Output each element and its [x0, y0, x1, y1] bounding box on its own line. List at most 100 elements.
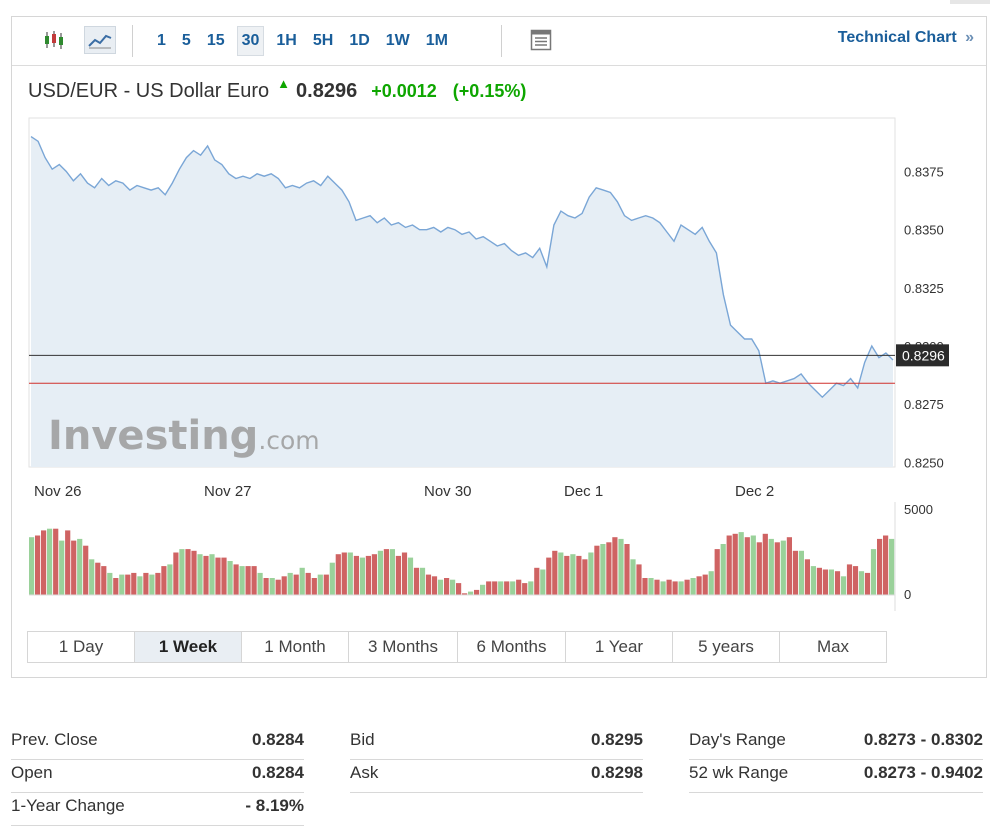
stat-value: 0.8273 - 0.9402 — [863, 763, 983, 782]
volume-bar — [612, 537, 618, 595]
current-price-label: 0.8296 — [902, 347, 945, 363]
volume-bar — [281, 576, 287, 595]
volume-bar — [407, 557, 414, 595]
range-tab-1-week[interactable]: 1 Week — [135, 632, 242, 662]
volume-bar — [528, 581, 534, 595]
volume-bar — [329, 562, 335, 595]
volume-bar — [804, 559, 810, 595]
corner-tab — [950, 0, 990, 4]
double-chevron-right-icon: » — [965, 29, 974, 46]
volume-bar — [89, 559, 95, 595]
range-tab-max[interactable]: Max — [816, 637, 850, 656]
volume-tick-label: 0 — [904, 587, 911, 602]
volume-bar — [576, 555, 582, 595]
volume-bar — [353, 555, 359, 595]
interval-30[interactable]: 30 — [236, 26, 265, 56]
line-chart-icon[interactable] — [84, 26, 116, 54]
volume-bar — [35, 535, 41, 595]
interval-15[interactable]: 15 — [206, 32, 225, 49]
quote-header: USD/EUR - US Dollar Euro ▲ 0.8296 +0.001… — [28, 76, 527, 106]
volume-bar — [401, 552, 408, 595]
stat-value: 0.8295 — [591, 730, 643, 749]
volume-bar — [720, 544, 726, 595]
volume-bar — [696, 576, 702, 595]
interval-1d[interactable]: 1D — [349, 32, 370, 49]
volume-bar — [684, 579, 690, 595]
volume-bar — [71, 540, 77, 595]
volume-bar — [498, 581, 504, 595]
y-tick-label: 0.8275 — [904, 397, 944, 412]
volume-bar — [311, 578, 317, 595]
price-change-percent: (+0.15%) — [452, 81, 527, 101]
x-tick-label: Nov 26 — [34, 483, 82, 500]
interval-1w[interactable]: 1W — [385, 32, 410, 49]
volume-bar — [816, 567, 822, 595]
interval-1h[interactable]: 1H — [276, 32, 297, 49]
stat-label: 1-Year Change — [11, 796, 125, 815]
interval-5h[interactable]: 5H — [312, 32, 334, 49]
volume-bar — [137, 576, 143, 595]
volume-bar — [437, 579, 444, 595]
volume-bar — [161, 566, 167, 595]
volume-bar — [480, 584, 486, 595]
x-tick-label: Nov 27 — [204, 483, 252, 500]
volume-bar — [702, 574, 708, 595]
volume-bar — [564, 555, 570, 595]
interval-1m[interactable]: 1M — [425, 32, 448, 49]
chart-settings-icon[interactable] — [526, 26, 556, 54]
volume-bar — [131, 572, 137, 595]
chart-widget: 1 5 15 30 1H 5H 1D 1W 1M Technical Chart… — [11, 16, 987, 678]
volume-bar — [738, 532, 744, 595]
volume-bar — [197, 554, 203, 595]
volume-bar — [125, 574, 131, 595]
range-tab-1-month[interactable]: 1 Month — [242, 632, 349, 662]
range-tab-1-year[interactable]: 1 Year — [566, 632, 673, 662]
interval-1[interactable]: 1 — [157, 32, 166, 49]
technical-chart-link[interactable]: Technical Chart » — [838, 29, 974, 47]
volume-tick-label: 5000 — [904, 502, 933, 517]
volume-bar — [305, 572, 311, 595]
volume-bar — [263, 578, 269, 595]
volume-bar — [419, 567, 426, 595]
volume-bar — [323, 574, 329, 595]
volume-bar — [642, 578, 648, 595]
stat-label: Ask — [350, 763, 379, 782]
volume-bar — [732, 533, 738, 595]
range-tab-1-day[interactable]: 1 Day — [28, 632, 135, 662]
volume-bar — [101, 566, 107, 595]
volume-bar — [678, 581, 684, 595]
volume-bar — [889, 538, 895, 595]
range-tab-3-months[interactable]: 3 Months — [349, 632, 458, 662]
volume-bar — [798, 550, 804, 595]
interval-5[interactable]: 5 — [181, 32, 191, 49]
volume-bar — [654, 579, 660, 595]
volume-bar — [269, 578, 275, 595]
price-line — [30, 136, 894, 399]
y-tick-label: 0.8375 — [904, 165, 944, 180]
volume-bar — [762, 533, 768, 595]
price-chart[interactable]: Investing.com0.82500.82750.83000.83250.8… — [12, 17, 986, 627]
stats-column-3: Day's Range 0.8273 - 0.8302 52 wk Range … — [689, 728, 983, 794]
volume-bar — [275, 579, 281, 595]
stats-column-2: Bid 0.8295 Ask 0.8298 — [350, 728, 643, 794]
volume-bar — [83, 545, 89, 595]
volume-bar — [167, 564, 173, 595]
volume-bar — [666, 579, 672, 595]
volume-bar — [113, 578, 119, 595]
stat-label: Bid — [350, 730, 375, 749]
stat-row-open: Open 0.8284 — [11, 761, 304, 793]
stat-label: Prev. Close — [11, 730, 98, 749]
volume-bar — [215, 557, 221, 595]
time-range-tabs: 1 Day 1 Week 1 Month 3 Months 6 Months 1… — [27, 631, 887, 663]
volume-bar — [293, 574, 299, 595]
candlestick-chart-icon[interactable] — [39, 26, 69, 54]
volume-bar — [239, 566, 245, 595]
range-tab-5-years[interactable]: 5 years — [673, 632, 780, 662]
volume-bar — [395, 555, 401, 595]
x-tick-label: Dec 2 — [735, 483, 774, 500]
volume-bar — [768, 538, 774, 595]
technical-chart-label: Technical Chart — [837, 29, 957, 46]
range-tab-6-months[interactable]: 6 Months — [458, 632, 566, 662]
stat-value: - 8.19% — [245, 796, 304, 815]
stat-row-52-week-range: 52 wk Range 0.8273 - 0.9402 — [689, 761, 983, 793]
